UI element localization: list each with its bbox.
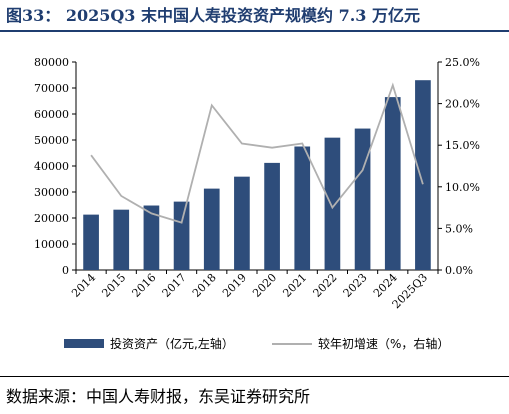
x-tick-label: 2017 [160,271,189,300]
x-tick-label: 2023 [341,271,370,300]
left-tick-label: 40000 [34,160,69,173]
growth-line [90,82,424,224]
figure-title: 图33： 2025Q3 末中国人寿投资资产规模约 7.3 万亿元 [6,6,420,25]
left-tick-label: 0 [62,264,69,277]
right-tick-label: 20.0% [445,98,480,111]
bar [203,188,220,270]
line-series [90,82,424,224]
x-tick-label: 2020 [250,271,279,300]
bar [113,209,130,270]
right-tick-label: 5.0% [445,222,473,235]
x-tick-label: 2014 [69,271,98,300]
x-axis-ticks: 2014 2015 2016 2017 2018 2019 2020 2021 2022 2023… [69,270,439,311]
left-tick-label: 50000 [34,134,69,147]
bar [143,205,160,270]
x-tick-label: 2015 [99,271,128,300]
x-tick-label: 2021 [280,271,309,300]
bar [264,162,280,270]
left-tick-label: 10000 [34,238,69,251]
x-tick-label: 2016 [130,271,159,300]
legend-bar-label: 投资资产（亿元,左轴） [110,336,234,351]
x-tick-label: 2019 [220,271,249,300]
right-tick-label: 25.0% [445,56,480,69]
bar [384,97,401,270]
legend: 投资资产（亿元,左轴） 较年初增速（%，右轴） [64,336,449,351]
left-tick-label: 80000 [34,56,69,69]
source-note: 数据来源：中国人寿财报，东吴证券研究所 [6,387,311,406]
legend-line-label: 较年初增速（%，右轴） [318,336,449,351]
bar [324,137,341,270]
left-tick-label: 20000 [34,212,69,225]
chart: 0 10000 20000 30000 40000 50000 60000 70000 8000… [34,56,480,351]
x-tick-label: 2018 [190,271,219,300]
x-tick-label: 2022 [311,271,340,300]
left-tick-label: 30000 [34,186,69,199]
left-tick-label: 60000 [34,108,69,121]
right-axis-ticks: 0.0% 5.0% 10.0% 15.0% 20.0% 25.0% [438,56,480,277]
source-rule [0,376,509,377]
right-tick-label: 0.0% [445,264,473,277]
bar [354,128,371,270]
title-rule [0,30,509,32]
right-tick-label: 15.0% [445,139,480,152]
left-tick-label: 70000 [34,82,69,95]
bar [415,80,431,270]
bar [234,176,250,270]
right-tick-label: 10.0% [445,181,480,194]
bar [173,201,190,270]
axes [75,62,439,271]
bar [294,146,311,270]
legend-bar-swatch [64,339,104,348]
bar-series [83,80,431,270]
left-axis-ticks: 0 10000 20000 30000 40000 50000 60000 70000 8000… [34,56,76,277]
bar [83,214,99,270]
